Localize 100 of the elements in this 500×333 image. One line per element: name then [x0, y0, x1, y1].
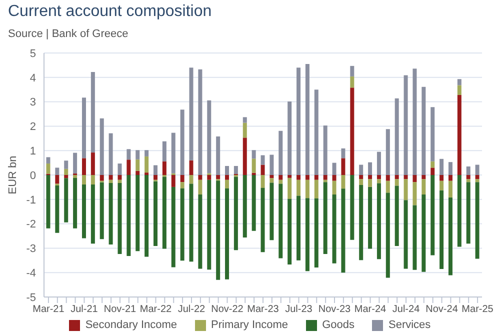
bar: [323, 175, 328, 180]
y-tick-label: -4: [26, 268, 36, 280]
chart-subtitle: Source | Bank of Greece: [8, 27, 130, 41]
x-tick-label: Jul-24: [392, 304, 420, 316]
bar: [73, 178, 78, 228]
bar: [296, 196, 301, 260]
bar: [242, 175, 247, 238]
bar: [118, 180, 122, 184]
bar: [234, 176, 238, 250]
bar: [475, 175, 480, 180]
bar: [171, 175, 176, 187]
bar: [225, 175, 230, 180]
bar: [90, 175, 95, 185]
x-tick-label: Nov-22: [211, 304, 244, 316]
bar: [118, 183, 122, 254]
bar: [46, 175, 50, 228]
bar: [55, 175, 60, 184]
chart-title: Current account composition: [8, 2, 213, 22]
bar: [189, 160, 194, 175]
bar: [216, 136, 220, 175]
y-tick-label: 4: [30, 72, 36, 84]
bar: [270, 182, 274, 240]
bar: [305, 180, 310, 198]
bar: [466, 166, 470, 175]
bar: [100, 175, 104, 181]
bar: [82, 158, 86, 175]
bar: [457, 94, 462, 175]
bar: [323, 125, 328, 175]
bar: [136, 170, 140, 175]
bar: [440, 158, 444, 175]
bar: [430, 168, 435, 175]
bar: [270, 175, 274, 178]
legend-label: Services: [387, 319, 431, 331]
x-tick-label: Nov-21: [104, 304, 137, 316]
bar: [278, 175, 283, 180]
bar: [154, 175, 158, 180]
bar: [332, 194, 336, 264]
bar: [180, 182, 184, 188]
bar: [305, 175, 310, 180]
y-tick-label: 2: [30, 121, 36, 134]
bar: [341, 158, 346, 175]
bar: [404, 175, 408, 180]
bar: [394, 98, 399, 175]
bar: [350, 66, 354, 76]
bar: [144, 175, 149, 257]
bar: [252, 175, 256, 231]
bar: [305, 198, 310, 272]
bar: [260, 164, 265, 175]
bar: [376, 179, 381, 184]
bar: [198, 194, 202, 269]
bar: [216, 175, 220, 180]
bar: [162, 161, 166, 175]
bar: [376, 175, 381, 180]
bar: [314, 198, 318, 268]
bar: [64, 178, 68, 222]
bar: [350, 76, 354, 88]
bar: [180, 188, 184, 261]
bar: [242, 138, 247, 175]
bar: [394, 175, 399, 180]
bar: [154, 181, 158, 246]
bar: [100, 182, 104, 240]
bar: [404, 200, 408, 269]
bar: [332, 162, 336, 175]
bar: [162, 141, 166, 162]
bar: [126, 175, 131, 256]
bar: [386, 180, 390, 193]
y-tick-label: 5: [30, 48, 36, 60]
bar: [422, 86, 426, 175]
bar: [207, 180, 212, 270]
y-tick-label: -3: [26, 243, 36, 256]
bar: [386, 192, 390, 278]
bar: [260, 188, 265, 252]
bar: [475, 164, 480, 175]
y-tick-label: 0: [30, 170, 36, 182]
bar: [359, 185, 364, 260]
bar: [359, 179, 364, 186]
bar: [440, 180, 444, 190]
bar: [341, 188, 346, 273]
y-tick-label: -2: [26, 218, 36, 231]
bar: [457, 175, 462, 247]
bar: [448, 180, 452, 198]
x-tick-label: Mar-25: [462, 304, 494, 316]
bar: [440, 175, 444, 181]
bar: [144, 150, 149, 156]
bar: [171, 186, 176, 268]
bar: [55, 168, 60, 175]
bar: [242, 117, 247, 123]
bar: [466, 179, 470, 182]
bar: [323, 182, 328, 254]
x-tick-label: Jul-23: [285, 304, 313, 316]
bar: [90, 72, 95, 153]
bar: [394, 186, 399, 246]
bar: [108, 180, 113, 184]
x-tick-label: Jul-21: [70, 304, 98, 316]
bar: [180, 175, 184, 182]
bar: [457, 85, 462, 95]
x-tick-label: Nov-23: [318, 304, 352, 316]
bar: [171, 132, 176, 174]
bar: [278, 184, 283, 258]
bar: [332, 175, 336, 181]
